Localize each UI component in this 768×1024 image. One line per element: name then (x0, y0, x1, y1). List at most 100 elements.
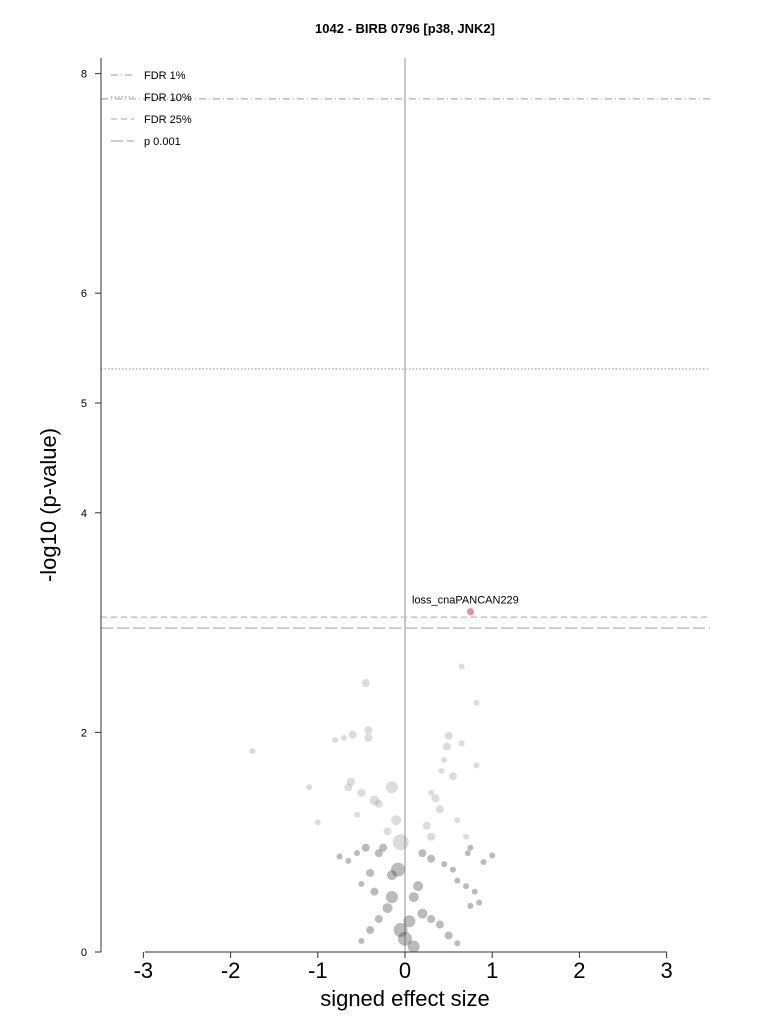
x-tick-label: 0 (399, 958, 411, 983)
data-point (454, 817, 461, 824)
x-axis-label: signed effect size (320, 986, 490, 1011)
data-point (428, 789, 435, 796)
data-point (385, 891, 398, 904)
data-point (444, 931, 453, 940)
data-point (249, 748, 256, 755)
data-point (435, 805, 444, 814)
data-point (417, 908, 428, 919)
data-point (454, 877, 461, 884)
data-point (391, 815, 402, 826)
y-tick-label: 0 (81, 947, 87, 959)
legend-label-0: FDR 1% (144, 70, 186, 82)
y-tick-label: 4 (81, 508, 87, 520)
data-point (418, 849, 427, 858)
data-point (435, 920, 444, 929)
data-point (422, 821, 431, 830)
x-ticks: -3 -2 -1 0 1 2 3 (134, 952, 673, 983)
data-point (374, 799, 383, 808)
data-point (344, 783, 353, 792)
legend-label-3: p 0.001 (144, 136, 181, 148)
data-point (366, 868, 375, 877)
data-point (448, 772, 457, 781)
data-points (249, 663, 496, 953)
data-point (370, 887, 379, 896)
data-point (306, 784, 313, 791)
data-point (393, 923, 408, 938)
data-point (463, 883, 470, 890)
data-point (357, 788, 366, 797)
data-point (454, 940, 461, 947)
data-point (413, 881, 424, 892)
data-point (332, 737, 339, 744)
data-point (383, 827, 392, 836)
data-point (463, 833, 470, 840)
data-point (442, 742, 451, 751)
data-point (458, 663, 465, 670)
data-point (386, 870, 397, 881)
data-point (379, 843, 388, 852)
y-ticks: 0 2 4 5 6 8 (81, 69, 101, 959)
data-point (467, 902, 474, 909)
data-point (385, 781, 398, 794)
y-tick-label: 6 (81, 288, 87, 300)
data-point (361, 678, 370, 687)
data-point (392, 834, 409, 851)
data-point (407, 940, 420, 953)
data-point (458, 740, 465, 747)
x-tick-label: -3 (134, 958, 154, 983)
data-point (427, 915, 436, 924)
y-axis-label: -log10 (p-value) (36, 428, 61, 582)
x-tick-label: 2 (573, 958, 585, 983)
data-point (408, 892, 419, 903)
data-point (364, 733, 373, 742)
highlight-group: loss_cnaPANCAN229 (412, 595, 519, 616)
y-tick-label: 8 (81, 69, 87, 81)
data-point (441, 756, 448, 763)
legend-label-1: FDR 10% (144, 92, 192, 104)
data-point (364, 726, 373, 735)
data-point (369, 795, 380, 806)
data-point (391, 862, 406, 877)
data-point (382, 903, 393, 914)
data-point (489, 852, 496, 859)
x-tick-label: 1 (486, 958, 498, 983)
data-point (314, 819, 321, 826)
data-point (473, 762, 480, 769)
data-point (346, 777, 355, 786)
data-point (471, 888, 478, 895)
data-point (427, 854, 436, 863)
data-point (374, 915, 383, 924)
data-point (444, 731, 453, 740)
legend: FDR 1% FDR 10% FDR 25% p 0.001 (111, 70, 192, 148)
data-point (336, 853, 343, 860)
highlight-label: loss_cnaPANCAN229 (412, 595, 519, 607)
x-tick-label: -1 (308, 958, 328, 983)
data-point (403, 915, 416, 928)
data-point (366, 926, 375, 935)
data-point (361, 843, 370, 852)
data-point (476, 899, 483, 906)
data-point (398, 931, 412, 946)
data-point (473, 699, 480, 706)
data-point (449, 866, 456, 873)
data-point (345, 857, 352, 864)
data-point (348, 730, 357, 739)
y-tick-label: 2 (81, 727, 87, 739)
y-tick-label: 5 (81, 398, 87, 410)
data-point (340, 734, 347, 741)
data-point (358, 880, 365, 887)
data-point (431, 794, 440, 803)
x-tick-label: 3 (660, 958, 672, 983)
data-point (358, 938, 365, 945)
data-point (441, 861, 448, 868)
x-tick-label: -2 (221, 958, 241, 983)
data-point (480, 858, 487, 865)
data-point (374, 849, 383, 858)
data-point (464, 850, 471, 857)
highlight-point (466, 608, 474, 616)
chart-title: 1042 - BIRB 0796 [p38, JNK2] (315, 21, 495, 36)
data-point (354, 811, 361, 818)
data-point (438, 767, 445, 774)
data-point (354, 850, 361, 857)
